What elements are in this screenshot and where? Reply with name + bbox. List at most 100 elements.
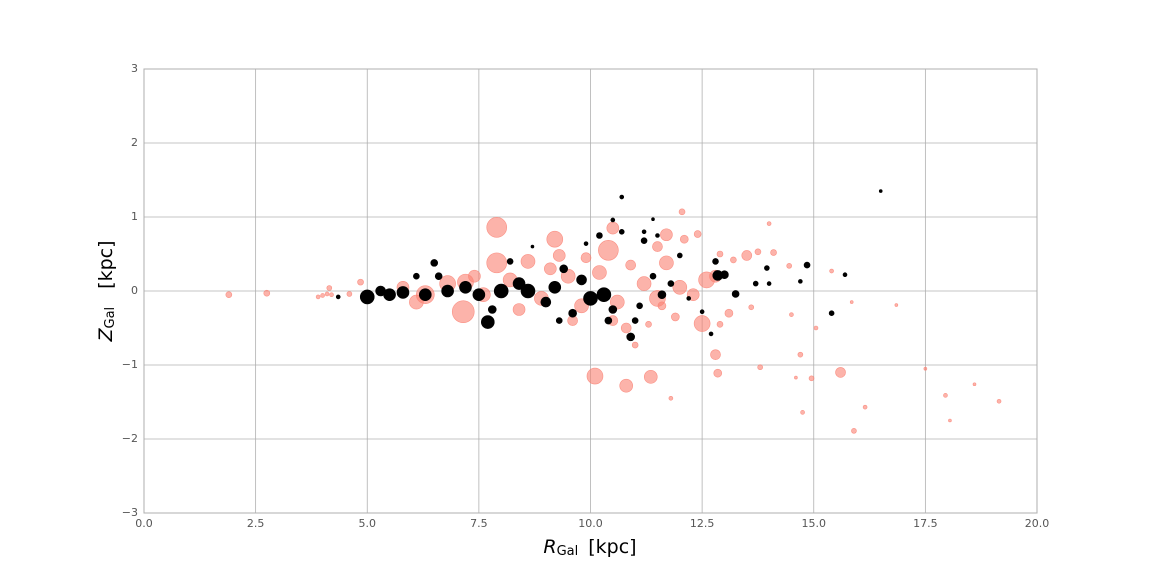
x-tick-label: 2.5 xyxy=(247,517,265,530)
point xyxy=(451,300,475,324)
point xyxy=(606,221,620,235)
point xyxy=(643,370,658,384)
point xyxy=(512,277,526,290)
point xyxy=(604,316,613,325)
point xyxy=(766,281,772,286)
point xyxy=(530,244,535,249)
point xyxy=(730,256,737,264)
point xyxy=(329,292,334,298)
point xyxy=(693,315,711,332)
point xyxy=(418,288,432,302)
point xyxy=(828,310,835,317)
point xyxy=(671,312,680,322)
x-tick-label: 0.0 xyxy=(135,517,153,530)
point xyxy=(699,309,705,315)
point xyxy=(716,320,724,328)
point xyxy=(764,265,770,271)
point xyxy=(800,410,805,415)
point xyxy=(359,289,375,305)
point xyxy=(720,270,729,280)
point xyxy=(789,312,794,317)
y-label-unit: [kpc] xyxy=(95,240,117,288)
point xyxy=(636,302,643,310)
y-tick-label: −1 xyxy=(122,358,138,371)
point xyxy=(808,375,815,382)
point xyxy=(712,258,719,265)
x-label-unit: [kpc] xyxy=(588,536,636,558)
point xyxy=(540,296,552,308)
point xyxy=(552,249,566,262)
point xyxy=(487,305,497,314)
point xyxy=(752,280,759,287)
x-tick-label: 12.5 xyxy=(690,517,715,530)
point xyxy=(794,375,798,380)
point xyxy=(849,300,854,304)
point xyxy=(710,349,721,360)
point xyxy=(315,294,321,300)
point xyxy=(636,276,652,291)
y-axis-label: ZGal [kpc] xyxy=(95,240,118,342)
point xyxy=(548,280,562,294)
point xyxy=(598,240,619,261)
point xyxy=(631,317,639,324)
point xyxy=(894,303,899,307)
point xyxy=(660,228,673,242)
point xyxy=(686,296,692,301)
point xyxy=(619,194,625,200)
point xyxy=(668,395,674,401)
point xyxy=(586,367,604,385)
point xyxy=(657,290,667,300)
point xyxy=(618,229,625,235)
point xyxy=(608,305,618,314)
point xyxy=(878,189,883,193)
point xyxy=(716,250,724,258)
x-tick-label: 15.0 xyxy=(802,517,827,530)
point xyxy=(851,428,857,434)
y-tick-label: 3 xyxy=(131,62,138,75)
point xyxy=(583,241,589,246)
point xyxy=(766,221,772,226)
point xyxy=(708,331,714,337)
point xyxy=(520,283,536,299)
point xyxy=(396,286,410,299)
point xyxy=(324,291,330,297)
point xyxy=(842,272,848,278)
point xyxy=(568,308,577,318)
x-tick-label: 7.5 xyxy=(470,517,488,530)
point xyxy=(486,252,508,274)
y-tick-label: 2 xyxy=(131,136,138,149)
point xyxy=(659,255,674,271)
point xyxy=(409,294,424,310)
point xyxy=(481,315,495,329)
point xyxy=(713,368,723,378)
point xyxy=(655,233,660,238)
point xyxy=(583,291,598,306)
point xyxy=(748,304,755,311)
x-tick-label: 5.0 xyxy=(359,517,377,530)
point xyxy=(580,252,592,264)
point xyxy=(741,250,753,261)
point xyxy=(520,254,536,269)
point xyxy=(626,332,635,342)
point xyxy=(754,248,762,256)
point xyxy=(862,404,868,410)
point xyxy=(320,293,325,298)
point xyxy=(649,272,657,280)
point xyxy=(797,351,804,358)
x-tick-label: 20.0 xyxy=(1025,517,1050,530)
point xyxy=(829,268,834,274)
point xyxy=(383,288,396,302)
point xyxy=(225,291,233,299)
point xyxy=(559,264,569,274)
x-tick-label: 10.0 xyxy=(578,517,603,530)
y-tick-label: 0 xyxy=(131,284,138,297)
point xyxy=(326,285,333,291)
point xyxy=(441,284,454,298)
point xyxy=(512,303,526,316)
point xyxy=(625,259,636,271)
point xyxy=(610,217,616,223)
point xyxy=(596,232,603,239)
x-label-symbol: R xyxy=(543,536,556,558)
point xyxy=(346,291,353,297)
